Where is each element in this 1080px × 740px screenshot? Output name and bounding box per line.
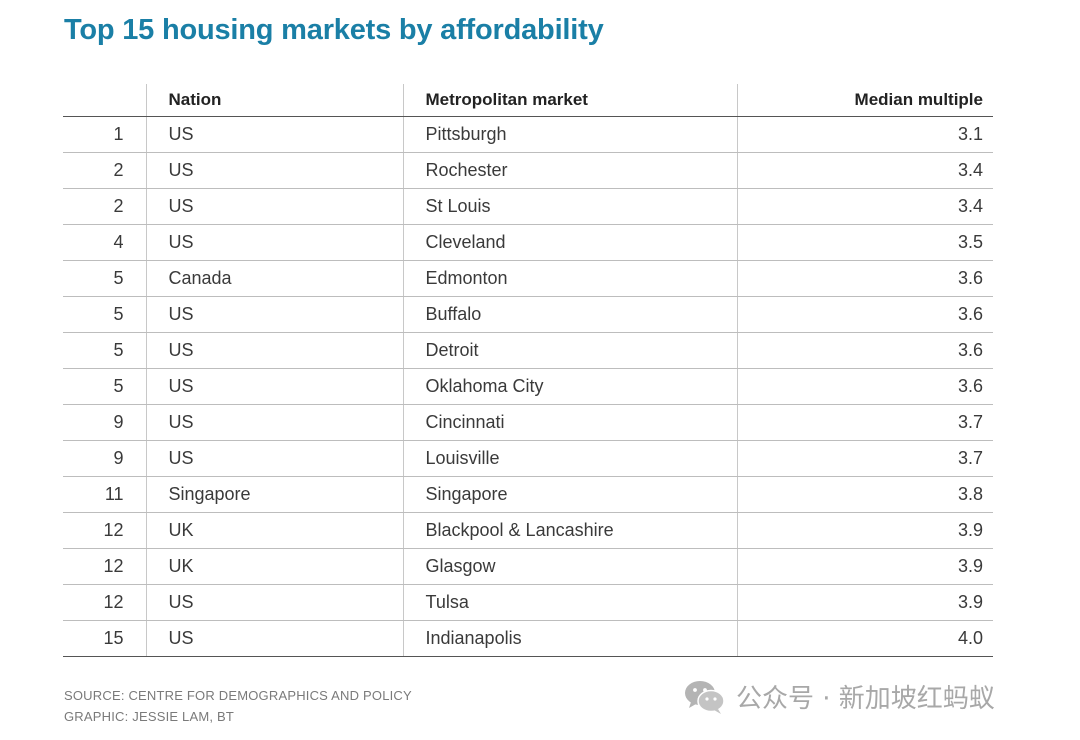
header-rank: [63, 84, 146, 117]
table-row: 11 Singapore Singapore 3.8: [63, 476, 993, 513]
market-cell: Singapore: [402, 476, 737, 513]
rank-cell: 4: [63, 224, 146, 261]
median-multiple-cell: 3.4: [736, 152, 993, 189]
nation-cell: Singapore: [145, 476, 403, 513]
rank-cell: 9: [63, 404, 146, 441]
rank-cell: 12: [63, 512, 146, 549]
median-multiple-cell: 3.6: [736, 368, 993, 405]
nation-cell: US: [145, 368, 403, 405]
table-row: 9 US Louisville 3.7: [63, 440, 993, 477]
median-multiple-cell: 4.0: [736, 620, 993, 657]
market-cell: Cleveland: [402, 224, 737, 261]
header-market: Metropolitan market: [402, 84, 737, 117]
source-line: SOURCE: CENTRE FOR DEMOGRAPHICS AND POLI…: [64, 688, 412, 703]
table-row: 5 US Oklahoma City 3.6: [63, 368, 993, 405]
market-cell: Pittsburgh: [402, 116, 737, 153]
rank-cell: 1: [63, 116, 146, 153]
median-multiple-cell: 3.6: [736, 332, 993, 369]
rank-cell: 5: [63, 332, 146, 369]
source-note: SOURCE: CENTRE FOR DEMOGRAPHICS AND POLI…: [64, 685, 412, 727]
market-cell: Tulsa: [402, 584, 737, 621]
table-row: 12 UK Blackpool & Lancashire 3.9: [63, 512, 993, 549]
market-cell: Indianapolis: [402, 620, 737, 657]
median-multiple-cell: 3.4: [736, 188, 993, 225]
median-multiple-cell: 3.5: [736, 224, 993, 261]
affordability-table: Nation Metropolitan market Median multip…: [63, 84, 993, 657]
nation-cell: US: [145, 620, 403, 657]
nation-cell: US: [145, 332, 403, 369]
rank-cell: 11: [63, 476, 146, 513]
nation-cell: US: [145, 116, 403, 153]
watermark-text: 公众号 · 新加坡红蚂蚁: [736, 684, 995, 714]
nation-cell: US: [145, 584, 403, 621]
graphic-credit-line: GRAPHIC: JESSIE LAM, BT: [64, 709, 235, 724]
table-body: 1 US Pittsburgh 3.1 2 US Rochester 3.4 2 US St Lou…: [63, 116, 993, 657]
median-multiple-cell: 3.7: [736, 440, 993, 477]
rank-cell: 5: [63, 260, 146, 297]
rank-cell: 12: [63, 548, 146, 585]
wechat-icon: [685, 680, 725, 714]
market-cell: Blackpool & Lancashire: [402, 512, 737, 549]
median-multiple-cell: 3.6: [736, 296, 993, 333]
table-row: 12 UK Glasgow 3.9: [63, 548, 993, 585]
nation-cell: US: [145, 188, 403, 225]
table-row: 5 US Detroit 3.6: [63, 332, 993, 369]
rank-cell: 2: [63, 152, 146, 189]
market-cell: Oklahoma City: [402, 368, 737, 405]
nation-cell: US: [145, 152, 403, 189]
page-title: Top 15 housing markets by affordability: [64, 14, 604, 46]
table-row: 5 US Buffalo 3.6: [63, 296, 993, 333]
market-cell: Edmonton: [402, 260, 737, 297]
header-nation: Nation: [145, 84, 403, 117]
nation-cell: Canada: [145, 260, 403, 297]
nation-cell: UK: [145, 512, 403, 549]
table-row: 2 US Rochester 3.4: [63, 152, 993, 189]
market-cell: Rochester: [402, 152, 737, 189]
table-row: 4 US Cleveland 3.5: [63, 224, 993, 261]
median-multiple-cell: 3.9: [736, 548, 993, 585]
nation-cell: US: [145, 440, 403, 477]
rank-cell: 15: [63, 620, 146, 657]
median-multiple-cell: 3.8: [736, 476, 993, 513]
median-multiple-cell: 3.7: [736, 404, 993, 441]
rank-cell: 9: [63, 440, 146, 477]
median-multiple-cell: 3.9: [736, 512, 993, 549]
market-cell: Cincinnati: [402, 404, 737, 441]
rank-cell: 5: [63, 368, 146, 405]
table-row: 2 US St Louis 3.4: [63, 188, 993, 225]
table-row: 15 US Indianapolis 4.0: [63, 620, 993, 657]
nation-cell: US: [145, 224, 403, 261]
nation-cell: US: [145, 296, 403, 333]
median-multiple-cell: 3.1: [736, 116, 993, 153]
nation-cell: US: [145, 404, 403, 441]
table-row: 1 US Pittsburgh 3.1: [63, 116, 993, 153]
market-cell: St Louis: [402, 188, 737, 225]
rank-cell: 2: [63, 188, 146, 225]
table-row: 5 Canada Edmonton 3.6: [63, 260, 993, 297]
median-multiple-cell: 3.6: [736, 260, 993, 297]
table-row: 9 US Cincinnati 3.7: [63, 404, 993, 441]
market-cell: Louisville: [402, 440, 737, 477]
market-cell: Glasgow: [402, 548, 737, 585]
table-header-row: Nation Metropolitan market Median multip…: [63, 84, 993, 117]
market-cell: Detroit: [402, 332, 737, 369]
rank-cell: 12: [63, 584, 146, 621]
table-row: 12 US Tulsa 3.9: [63, 584, 993, 621]
header-median-multiple: Median multiple: [736, 84, 993, 117]
rank-cell: 5: [63, 296, 146, 333]
nation-cell: UK: [145, 548, 403, 585]
market-cell: Buffalo: [402, 296, 737, 333]
watermark: 公众号 · 新加坡红蚂蚁: [684, 678, 995, 715]
median-multiple-cell: 3.9: [736, 584, 993, 621]
